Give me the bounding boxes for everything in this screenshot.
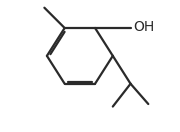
Text: OH: OH	[133, 20, 154, 34]
